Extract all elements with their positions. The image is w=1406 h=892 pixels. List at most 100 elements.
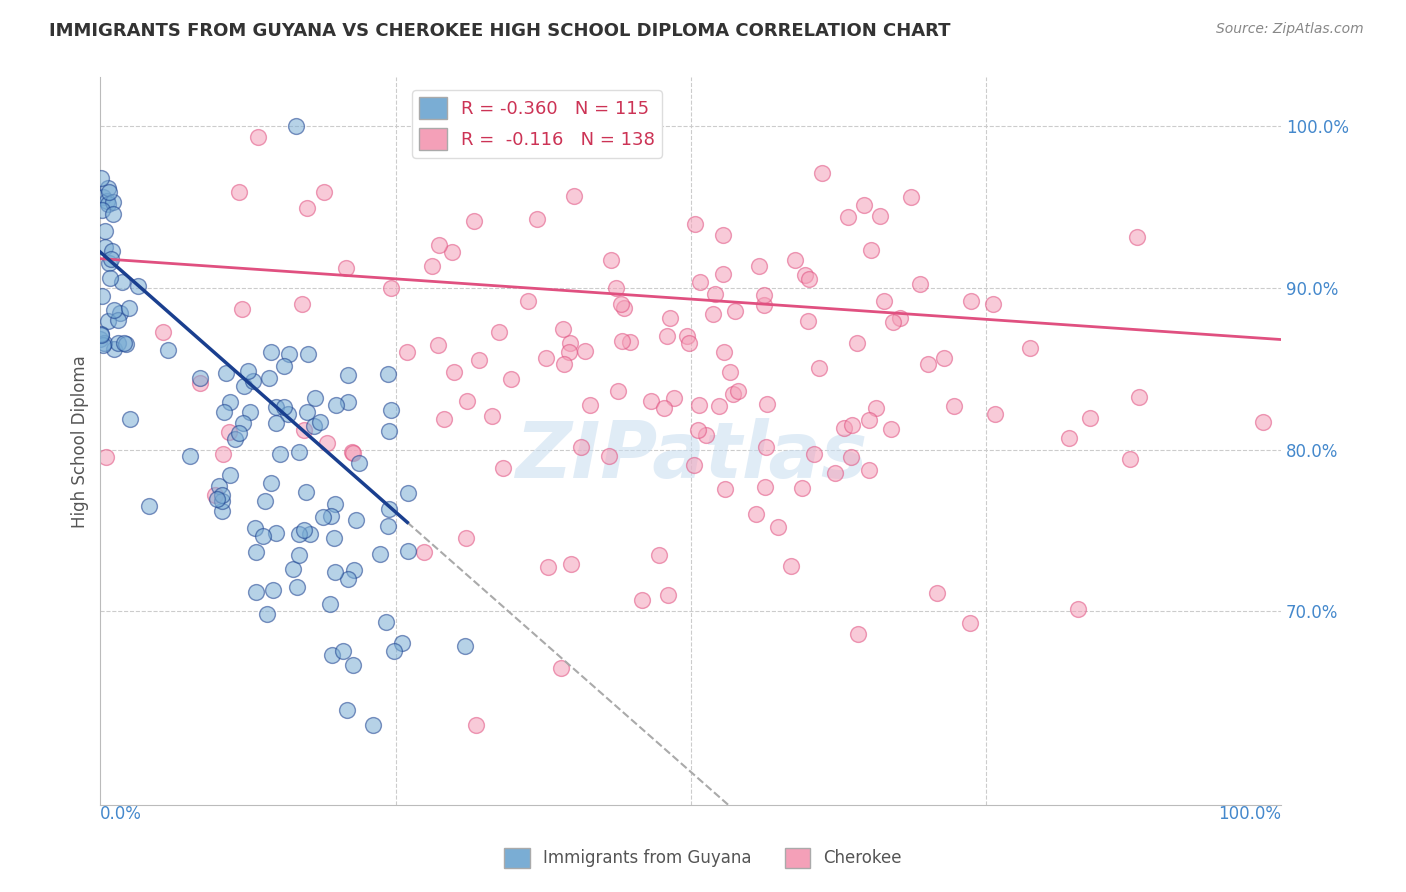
Point [264, 525, 287, 540]
Point [277, 346, 299, 360]
Point [253, 494, 276, 508]
Point [433, 412, 456, 426]
Point [292, 423, 315, 437]
Point [768, 520, 790, 534]
Point [228, 426, 250, 441]
Point [619, 335, 641, 350]
Point [468, 353, 491, 368]
Point [292, 524, 315, 538]
Point [340, 445, 363, 459]
Point [900, 190, 922, 204]
Point [543, 131, 565, 145]
Point [713, 483, 735, 497]
Point [605, 281, 627, 295]
Point [727, 384, 749, 399]
Point [321, 648, 343, 663]
Point [984, 408, 1007, 422]
Point [208, 479, 231, 493]
Point [233, 379, 256, 393]
Point [413, 545, 436, 559]
Point [302, 419, 325, 434]
Point [96, 194, 118, 208]
Point [534, 351, 557, 366]
Point [107, 313, 129, 327]
Point [377, 519, 399, 533]
Point [96, 450, 118, 464]
Point [269, 447, 291, 461]
Point [245, 585, 267, 599]
Point [1125, 230, 1147, 244]
Point [138, 499, 160, 513]
Point [688, 423, 710, 437]
Text: IMMIGRANTS FROM GUYANA VS CHEROKEE HIGH SCHOOL DIPLOMA CORRELATION CHART: IMMIGRANTS FROM GUYANA VS CHEROKEE HIGH … [49, 22, 950, 40]
Point [156, 343, 179, 357]
Point [550, 660, 572, 674]
Point [188, 371, 211, 385]
Point [325, 398, 347, 412]
Point [204, 488, 226, 502]
Legend: R = -0.360   N = 115, R =  -0.116   N = 138: R = -0.360 N = 115, R = -0.116 N = 138 [412, 90, 662, 158]
Point [368, 548, 391, 562]
Point [256, 607, 278, 622]
Point [718, 365, 741, 379]
Point [277, 407, 299, 421]
Point [846, 626, 869, 640]
Point [858, 413, 880, 427]
Point [281, 562, 304, 576]
Point [108, 305, 131, 319]
Point [869, 209, 891, 223]
Point [336, 395, 359, 409]
Point [252, 529, 274, 543]
Point [343, 563, 366, 577]
Point [287, 527, 309, 541]
Point [600, 253, 623, 268]
Point [683, 217, 706, 231]
Point [932, 351, 955, 365]
Point [640, 394, 662, 409]
Point [748, 259, 770, 273]
Point [553, 357, 575, 371]
Point [852, 198, 875, 212]
Point [889, 310, 911, 325]
Point [797, 314, 820, 328]
Point [111, 276, 134, 290]
Point [337, 572, 360, 586]
Point [314, 186, 336, 200]
Point [309, 415, 332, 429]
Point [273, 359, 295, 373]
Point [266, 417, 288, 431]
Point [1128, 391, 1150, 405]
Point [100, 252, 122, 267]
Point [94, 240, 117, 254]
Point [562, 189, 585, 203]
Point [120, 412, 142, 426]
Point [526, 212, 548, 227]
Point [152, 325, 174, 339]
Point [245, 545, 267, 559]
Point [98, 255, 121, 269]
Point [322, 531, 344, 545]
Point [873, 294, 896, 309]
Point [420, 260, 443, 274]
Point [332, 644, 354, 658]
Point [744, 507, 766, 521]
Point [291, 297, 314, 311]
Point [481, 409, 503, 423]
Point [551, 321, 574, 335]
Point [713, 345, 735, 359]
Point [90, 327, 112, 342]
Point [695, 427, 717, 442]
Point [91, 202, 114, 217]
Point [443, 365, 465, 379]
Point [118, 301, 141, 315]
Point [211, 447, 233, 461]
Point [246, 129, 269, 144]
Point [90, 171, 112, 186]
Point [657, 329, 679, 343]
Point [319, 508, 342, 523]
Point [212, 405, 235, 419]
Point [97, 181, 120, 195]
Point [942, 399, 965, 413]
Point [882, 315, 904, 329]
Point [574, 344, 596, 359]
